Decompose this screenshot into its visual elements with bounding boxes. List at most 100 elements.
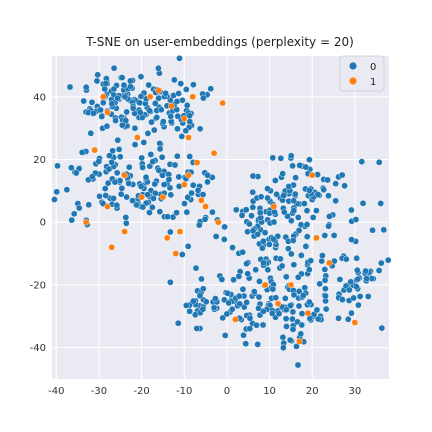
data-point-class-0 [188, 189, 195, 197]
data-point-class-0 [325, 222, 332, 230]
data-point-class-0 [101, 85, 109, 93]
data-point-class-0 [110, 195, 117, 202]
data-point-class-0 [253, 321, 260, 329]
data-point-class-1 [296, 338, 303, 345]
data-point-class-0 [167, 191, 175, 199]
data-point-class-0 [184, 194, 191, 201]
data-point-class-0 [332, 180, 339, 187]
y-tick-label: 0 [40, 218, 46, 229]
data-point-class-0 [295, 227, 303, 234]
data-point-class-1 [202, 203, 209, 210]
data-point-class-0 [125, 163, 133, 171]
data-point-class-0 [266, 241, 273, 248]
data-point-class-1 [91, 146, 98, 154]
data-point-class-0 [186, 153, 193, 160]
data-point-class-0 [321, 266, 329, 273]
data-point-class-0 [363, 275, 370, 282]
data-point-class-0 [269, 285, 277, 293]
data-point-class-0 [264, 266, 272, 274]
data-point-class-0 [75, 204, 83, 212]
data-point-class-0 [282, 273, 290, 281]
data-point-class-0 [175, 90, 182, 97]
data-point-class-0 [144, 130, 152, 137]
data-point-class-0 [288, 217, 295, 225]
data-point-class-0 [80, 97, 87, 105]
data-point-class-0 [147, 151, 155, 158]
data-point-class-0 [175, 173, 183, 181]
data-point-class-0 [313, 207, 320, 214]
x-tick-label: 10 [263, 386, 276, 397]
data-point-class-0 [207, 85, 214, 93]
data-point-class-0 [348, 236, 355, 243]
data-point-class-0 [160, 118, 167, 125]
data-point-class-0 [303, 221, 311, 228]
data-point-class-0 [284, 245, 292, 252]
data-point-class-0 [290, 291, 298, 299]
data-point-class-0 [249, 227, 257, 235]
data-point-class-0 [177, 80, 185, 87]
data-point-class-0 [335, 315, 342, 322]
data-point-class-0 [156, 208, 164, 215]
data-point-class-0 [275, 310, 283, 317]
data-point-class-0 [295, 288, 303, 295]
data-point-class-1 [138, 193, 145, 201]
data-point-class-0 [261, 229, 269, 236]
data-point-class-0 [54, 162, 61, 170]
data-point-class-0 [151, 100, 159, 107]
data-point-class-0 [354, 275, 362, 283]
data-point-class-0 [300, 292, 307, 299]
data-point-class-0 [246, 220, 253, 228]
legend-marker-0 [349, 62, 357, 70]
data-point-class-0 [257, 193, 265, 201]
data-point-class-0 [155, 166, 163, 174]
data-point-class-0 [158, 153, 166, 161]
data-point-class-0 [199, 285, 207, 293]
data-point-class-0 [353, 254, 360, 262]
data-point-class-0 [362, 267, 369, 275]
data-point-class-0 [369, 226, 376, 234]
data-point-class-0 [165, 176, 173, 183]
data-point-class-0 [131, 141, 139, 148]
data-point-class-1 [232, 316, 239, 323]
data-point-class-1 [121, 171, 128, 179]
data-point-class-0 [353, 266, 361, 274]
data-point-class-0 [297, 330, 305, 338]
data-point-class-0 [105, 165, 113, 173]
x-tick-label: 0 [224, 386, 230, 397]
data-point-class-0 [347, 278, 355, 286]
data-point-class-0 [298, 310, 306, 317]
points [51, 55, 392, 369]
data-point-class-0 [239, 248, 246, 256]
data-point-class-0 [306, 156, 313, 164]
data-point-class-0 [181, 200, 188, 207]
data-point-class-0 [139, 164, 146, 171]
data-point-class-0 [294, 361, 302, 369]
data-point-class-0 [256, 278, 263, 285]
data-point-class-0 [246, 314, 254, 322]
legend-label-1: 1 [370, 77, 376, 88]
data-point-class-1 [287, 281, 295, 289]
data-point-class-0 [273, 190, 280, 198]
data-point-class-0 [248, 212, 255, 220]
data-point-class-0 [249, 172, 257, 180]
data-point-class-0 [167, 113, 175, 120]
data-point-class-0 [259, 308, 267, 315]
data-point-class-1 [163, 234, 171, 242]
data-point-class-1 [104, 109, 111, 116]
data-point-class-0 [153, 114, 161, 121]
data-point-class-0 [156, 140, 164, 147]
data-point-class-0 [114, 136, 122, 144]
data-point-class-0 [358, 158, 366, 165]
data-point-class-0 [242, 340, 250, 348]
data-point-class-0 [189, 181, 197, 189]
data-point-class-0 [108, 158, 115, 166]
data-point-class-0 [221, 332, 229, 339]
data-point-class-1 [180, 181, 188, 188]
data-point-class-0 [260, 237, 267, 245]
legend-box [339, 55, 385, 92]
data-point-class-0 [264, 185, 271, 192]
data-point-class-0 [254, 231, 262, 238]
data-point-class-0 [314, 315, 322, 323]
